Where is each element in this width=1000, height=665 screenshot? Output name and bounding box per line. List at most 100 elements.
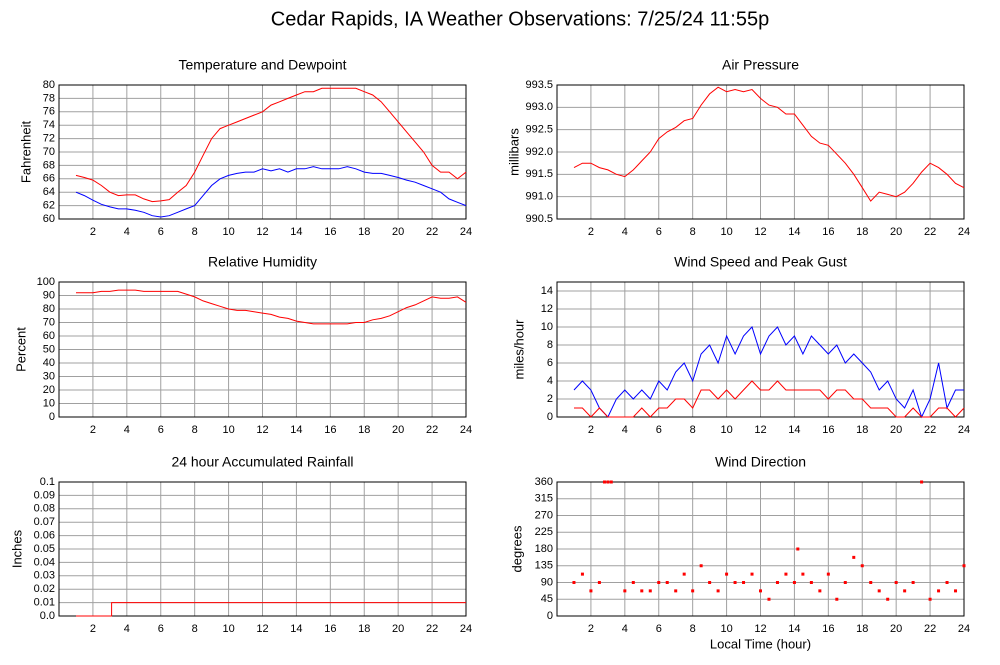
- x-tick-label: 2: [90, 226, 96, 238]
- y-tick-label: 0.09: [34, 489, 55, 501]
- x-tick-label: 8: [192, 424, 198, 436]
- data-line: [76, 602, 466, 617]
- x-tick-label: 6: [158, 226, 164, 238]
- data-point: [826, 572, 830, 576]
- y-tick-label: 40: [43, 357, 55, 369]
- data-point: [602, 480, 606, 484]
- chart-panel: Relative HumidityPercent0102030405060708…: [13, 254, 472, 436]
- y-tick-label: 70: [43, 146, 55, 158]
- x-tick-label: 2: [90, 623, 96, 635]
- y-tick-label: 10: [43, 397, 55, 409]
- y-tick-label: 70: [43, 316, 55, 328]
- data-point: [784, 572, 788, 576]
- x-tick-label: 22: [924, 623, 936, 635]
- data-point: [691, 589, 695, 593]
- y-tick-label: 60: [43, 330, 55, 342]
- plot-border: [556, 281, 965, 418]
- y-tick-label: 76: [43, 106, 55, 118]
- y-tick-label: 0.05: [34, 543, 55, 555]
- plot-border: [58, 481, 467, 617]
- x-tick-label: 10: [720, 424, 732, 436]
- x-tick-label: 18: [856, 226, 868, 238]
- x-tick-label: 16: [324, 424, 336, 436]
- x-tick-label: 22: [924, 424, 936, 436]
- y-tick-label: 74: [43, 119, 55, 131]
- x-tick-label: 18: [358, 226, 370, 238]
- x-tick-label: 16: [324, 623, 336, 635]
- y-tick-label: 991.0: [525, 191, 553, 203]
- x-tick-label: 20: [890, 623, 902, 635]
- x-tick-label: 24: [958, 226, 970, 238]
- y-tick-label: 0: [49, 411, 55, 423]
- chart-title: Temperature and Dewpoint: [178, 57, 346, 73]
- x-tick-label: 10: [222, 226, 234, 238]
- y-tick-label: 2: [547, 393, 553, 405]
- plot-border: [58, 281, 467, 418]
- data-point: [937, 589, 941, 593]
- y-tick-label: 0.07: [34, 516, 55, 528]
- y-tick-label: 0: [547, 610, 553, 622]
- x-tick-label: 14: [290, 424, 302, 436]
- y-axis-label: Percent: [13, 327, 28, 372]
- y-tick-label: 993.5: [525, 79, 553, 91]
- data-point: [609, 480, 613, 484]
- y-tick-label: 30: [43, 370, 55, 382]
- y-tick-label: 90: [541, 576, 553, 588]
- y-axis-label: miles/hour: [511, 319, 526, 380]
- y-tick-label: 0.0: [40, 610, 55, 622]
- y-tick-label: 225: [535, 526, 553, 538]
- y-tick-label: 0.03: [34, 570, 55, 582]
- x-tick-label: 18: [358, 623, 370, 635]
- chart-title: 24 hour Accumulated Rainfall: [171, 454, 353, 470]
- chart-panel: Temperature and DewpointFahrenheit606264…: [18, 57, 472, 238]
- y-tick-label: 270: [535, 509, 553, 521]
- data-point: [631, 581, 635, 584]
- x-tick-label: 20: [890, 424, 902, 436]
- y-axis-label: millibars: [506, 128, 521, 176]
- x-tick-label: 20: [392, 424, 404, 436]
- y-tick-label: 4: [547, 375, 553, 387]
- data-point: [796, 547, 800, 551]
- page-title: Cedar Rapids, IA Weather Observations: 7…: [271, 8, 769, 30]
- x-tick-label: 16: [324, 226, 336, 238]
- x-tick-label: 18: [856, 623, 868, 635]
- y-tick-label: 135: [535, 560, 553, 572]
- x-tick-label: 4: [124, 226, 130, 238]
- x-tick-label: 2: [90, 424, 96, 436]
- x-tick-label: 8: [690, 226, 696, 238]
- data-point: [869, 581, 873, 584]
- x-tick-label: 12: [754, 623, 766, 635]
- data-point: [708, 581, 712, 584]
- x-axis-label: Local Time (hour): [710, 636, 811, 651]
- y-tick-label: 80: [43, 79, 55, 91]
- y-tick-label: 992.5: [525, 124, 553, 136]
- data-line: [573, 86, 965, 202]
- x-tick-label: 2: [588, 623, 594, 635]
- x-tick-label: 22: [426, 424, 438, 436]
- data-point: [928, 597, 932, 601]
- data-point: [954, 589, 958, 593]
- x-tick-label: 14: [788, 424, 800, 436]
- x-tick-label: 10: [222, 424, 234, 436]
- plot-border: [556, 84, 965, 220]
- data-point: [962, 564, 966, 568]
- y-tick-label: 360: [535, 476, 553, 488]
- x-tick-label: 4: [124, 623, 130, 635]
- x-tick-label: 14: [788, 226, 800, 238]
- y-tick-label: 0.01: [34, 597, 55, 609]
- x-tick-label: 8: [690, 623, 696, 635]
- y-axis-label: degrees: [509, 525, 524, 572]
- y-tick-label: 315: [535, 493, 553, 505]
- plot-border: [58, 84, 467, 220]
- y-tick-label: 180: [535, 543, 553, 555]
- data-point: [775, 581, 779, 584]
- data-line: [75, 166, 467, 218]
- data-point: [640, 589, 644, 593]
- x-tick-label: 24: [958, 424, 970, 436]
- data-point: [886, 597, 890, 601]
- x-tick-label: 12: [256, 623, 268, 635]
- x-tick-label: 6: [656, 226, 662, 238]
- x-tick-label: 20: [392, 623, 404, 635]
- data-line: [574, 380, 965, 418]
- x-tick-label: 24: [460, 226, 472, 238]
